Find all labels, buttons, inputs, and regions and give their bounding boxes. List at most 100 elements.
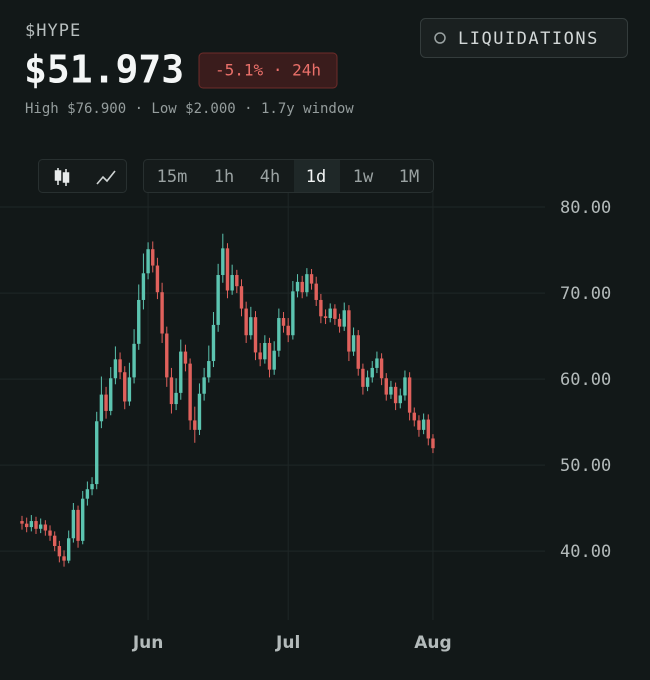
candle-body [431, 438, 435, 449]
candle-body [113, 359, 118, 379]
stats: High $76.900 · Low $2.000 · 1.7y window [25, 101, 354, 117]
x-tick-label: Jul [275, 633, 300, 653]
candle-body [169, 377, 174, 405]
candle-body [286, 325, 290, 336]
candle-body [407, 377, 412, 413]
candle-body [384, 378, 388, 395]
candle-body [225, 248, 230, 291]
candle-body [57, 546, 62, 557]
candle-body [319, 299, 323, 317]
timeframe[interactable]: 15m [157, 167, 188, 187]
candle-body [20, 521, 24, 524]
candle-body [351, 335, 356, 352]
candle-body [174, 392, 178, 405]
timeframe[interactable]: 1M [399, 167, 419, 187]
line-icon[interactable] [96, 170, 116, 185]
candle-body [183, 351, 188, 364]
y-tick-label: 80.00 [560, 198, 611, 218]
candle-body [249, 317, 253, 336]
candle-body [314, 283, 318, 300]
change-badge [198, 52, 338, 89]
candle-body [202, 377, 206, 394]
candle-body [328, 308, 332, 319]
candle-body [67, 538, 71, 561]
candle-body [356, 335, 360, 369]
candle-body [239, 286, 244, 309]
candle-body [188, 363, 192, 421]
candle-body [281, 318, 286, 326]
candle-body [342, 310, 346, 327]
candle-body [71, 509, 76, 539]
candle-body [127, 377, 132, 402]
timeframe[interactable]: 1d [306, 167, 326, 187]
timeframe[interactable]: 1h [214, 167, 234, 187]
candle-body [277, 318, 281, 351]
timeframe[interactable]: 1w [353, 167, 374, 187]
y-tick-label: 60.00 [560, 370, 611, 390]
candle-body [323, 316, 328, 319]
candle-body [412, 412, 416, 421]
candle-body [52, 535, 57, 547]
ticker: $HYPE [25, 21, 81, 41]
candle-body [118, 359, 122, 373]
candle-body [151, 249, 155, 266]
candle-body [230, 275, 234, 291]
candle-body [333, 308, 337, 319]
candle-body [221, 248, 225, 276]
candle-body [95, 421, 99, 485]
candle-body [365, 377, 370, 387]
candle-body [370, 367, 374, 378]
candle-body [141, 273, 146, 300]
candle-body [375, 358, 379, 368]
candle-body [160, 292, 164, 334]
candle-body [426, 419, 430, 439]
candle-body [235, 275, 239, 287]
timeframes: 15m 1h 4h 1d 1w 1M [157, 160, 419, 192]
candle-body [179, 351, 183, 393]
candle-body [165, 333, 169, 378]
candle-body [99, 394, 104, 422]
y-tick-label: 40.00 [560, 542, 611, 562]
candle-body [29, 521, 34, 528]
candle-body [85, 489, 90, 499]
timeframe[interactable]: 4h [260, 167, 280, 187]
candle-body [263, 342, 267, 360]
x-tick-label: Jun [132, 633, 164, 653]
liquidations-button[interactable] [420, 18, 628, 58]
candle-body [155, 265, 160, 293]
candle-body [62, 556, 66, 561]
candle-body [48, 530, 52, 536]
candle-body [123, 372, 127, 402]
button-label[interactable]: LIQUIDATIONS [458, 29, 599, 49]
plot: 40.00 50.00 60.00 70.00 80.00 Jun Jul Aug [0, 185, 611, 653]
candle-body [291, 291, 295, 336]
candle-body [38, 524, 43, 529]
timeframe-active [294, 160, 340, 192]
candle-body [24, 523, 29, 528]
candle-body [361, 368, 365, 387]
candle-body [398, 395, 402, 404]
candle-body [244, 308, 248, 336]
timeframe-group [143, 159, 434, 193]
candle-body [197, 393, 202, 430]
candle-body [417, 420, 421, 430]
candle-body [347, 310, 351, 352]
y-tick-label: 70.00 [560, 284, 611, 304]
candle-body [309, 274, 314, 284]
candle-body [90, 484, 94, 490]
candle-body [81, 498, 85, 541]
candle-icon[interactable] [54, 168, 70, 186]
candle-body [421, 419, 426, 430]
change: -5.1% · 24h [215, 61, 321, 80]
x-tick-label: Aug [414, 633, 451, 653]
candle-body [104, 394, 108, 411]
candle-body [253, 317, 258, 353]
price: $51.973 [24, 48, 184, 92]
candle-body [393, 386, 398, 404]
candle-body [267, 342, 272, 370]
button-icon [434, 32, 446, 44]
candle-body [337, 318, 342, 327]
y-tick-label: 50.00 [560, 456, 611, 476]
